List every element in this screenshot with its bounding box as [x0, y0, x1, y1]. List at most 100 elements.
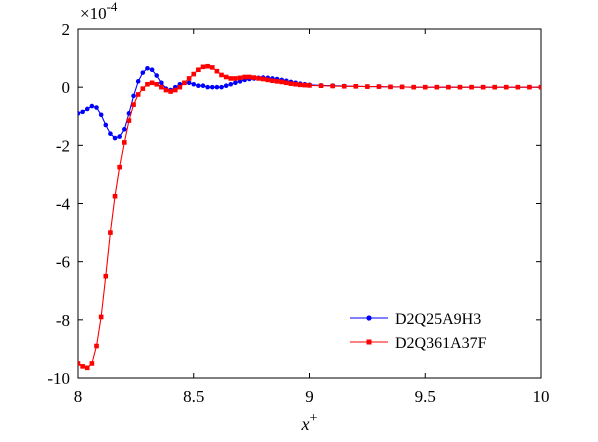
- legend-box: [346, 292, 535, 346]
- data-point: [330, 83, 335, 89]
- data-point: [219, 72, 224, 78]
- data-point: [149, 80, 155, 86]
- data-point: [457, 84, 463, 90]
- data-point: [307, 83, 312, 88]
- data-point: [108, 131, 113, 136]
- data-point: [98, 314, 104, 320]
- data-point: [302, 82, 308, 88]
- data-point: [108, 230, 113, 235]
- y-tick-label: -6: [56, 253, 70, 272]
- data-point: [492, 84, 497, 90]
- data-point: [126, 118, 132, 123]
- data-point: [469, 84, 474, 90]
- data-point: [515, 84, 521, 90]
- data-point: [265, 77, 271, 83]
- data-point: [223, 74, 229, 80]
- data-point: [131, 93, 136, 99]
- data-point: [135, 92, 141, 97]
- y-tick-label: -8: [56, 311, 70, 330]
- data-point: [94, 105, 99, 110]
- data-point: [233, 80, 238, 86]
- data-point: [126, 111, 132, 116]
- y-axis-multiplier-exponent: -4: [107, 0, 118, 14]
- x-tick-label: 10: [533, 387, 550, 406]
- series-D2Q25A9H3: [78, 65, 541, 141]
- data-point: [214, 68, 220, 74]
- data-point: [122, 127, 127, 132]
- data-point: [80, 109, 85, 115]
- data-point: [318, 83, 324, 89]
- data-point: [247, 74, 252, 80]
- data-point: [219, 84, 224, 90]
- data-point: [228, 76, 234, 81]
- data-point: [182, 80, 187, 86]
- data-point: [228, 81, 234, 87]
- data-point: [353, 83, 359, 89]
- data-point: [341, 83, 347, 89]
- data-point: [434, 84, 440, 90]
- data-point: [84, 106, 90, 112]
- data-point: [186, 76, 192, 81]
- data-point: [279, 79, 285, 85]
- data-point: [149, 67, 155, 73]
- y-tick-label: 2: [62, 20, 71, 39]
- data-point: [145, 65, 150, 71]
- y-tick-label: 0: [62, 78, 71, 97]
- data-point: [205, 63, 210, 69]
- data-point: [242, 74, 247, 80]
- data-point: [163, 87, 169, 93]
- data-point: [154, 81, 160, 87]
- data-point: [284, 80, 289, 86]
- data-point: [209, 84, 215, 90]
- x-tick-label: 9: [305, 387, 314, 406]
- data-point: [145, 81, 150, 87]
- y-tick-label: -10: [47, 369, 70, 388]
- data-point: [209, 65, 215, 70]
- data-point: [78, 361, 81, 366]
- data-point: [196, 83, 201, 89]
- series-line: [78, 67, 541, 139]
- data-point: [140, 70, 146, 75]
- x-tick-label: 8.5: [183, 387, 204, 406]
- y-axis-multiplier: ×10-4: [80, 0, 118, 23]
- data-point: [214, 84, 220, 90]
- data-point: [98, 112, 104, 118]
- legend-marker: [366, 315, 372, 321]
- data-point: [411, 84, 416, 90]
- legend-marker: [366, 339, 372, 345]
- x-axis-label: x+: [301, 411, 318, 434]
- data-point: [288, 81, 294, 86]
- data-point: [205, 84, 210, 90]
- legend: D2Q25A9H3 D2Q361A37F: [346, 292, 535, 352]
- data-point: [80, 364, 85, 369]
- x-tick-label: 9.5: [415, 387, 436, 406]
- data-point: [117, 164, 122, 170]
- data-point: [260, 76, 266, 82]
- data-point: [122, 140, 127, 145]
- y-tick-label: -4: [56, 195, 71, 214]
- data-point: [103, 122, 109, 128]
- x-axis-label-superscript: +: [310, 411, 318, 426]
- data-point: [538, 84, 541, 90]
- data-point: [191, 71, 197, 77]
- data-point: [112, 135, 118, 141]
- data-point: [237, 79, 243, 84]
- data-point: [256, 76, 261, 81]
- x-axis-label-base: x: [301, 414, 310, 434]
- data-point: [365, 84, 370, 89]
- data-point: [270, 78, 275, 84]
- data-point: [422, 84, 428, 90]
- data-point: [237, 75, 243, 81]
- data-point: [78, 111, 81, 116]
- series-D2Q361A37F: [78, 63, 541, 371]
- x-tick-label: 8: [74, 387, 83, 406]
- legend-label: D2Q25A9H3: [395, 311, 481, 328]
- data-point: [251, 75, 257, 80]
- data-point: [117, 134, 122, 139]
- data-point: [200, 64, 206, 70]
- data-point: [177, 84, 183, 90]
- data-point: [112, 193, 118, 199]
- data-point: [131, 102, 136, 107]
- data-point: [297, 82, 303, 88]
